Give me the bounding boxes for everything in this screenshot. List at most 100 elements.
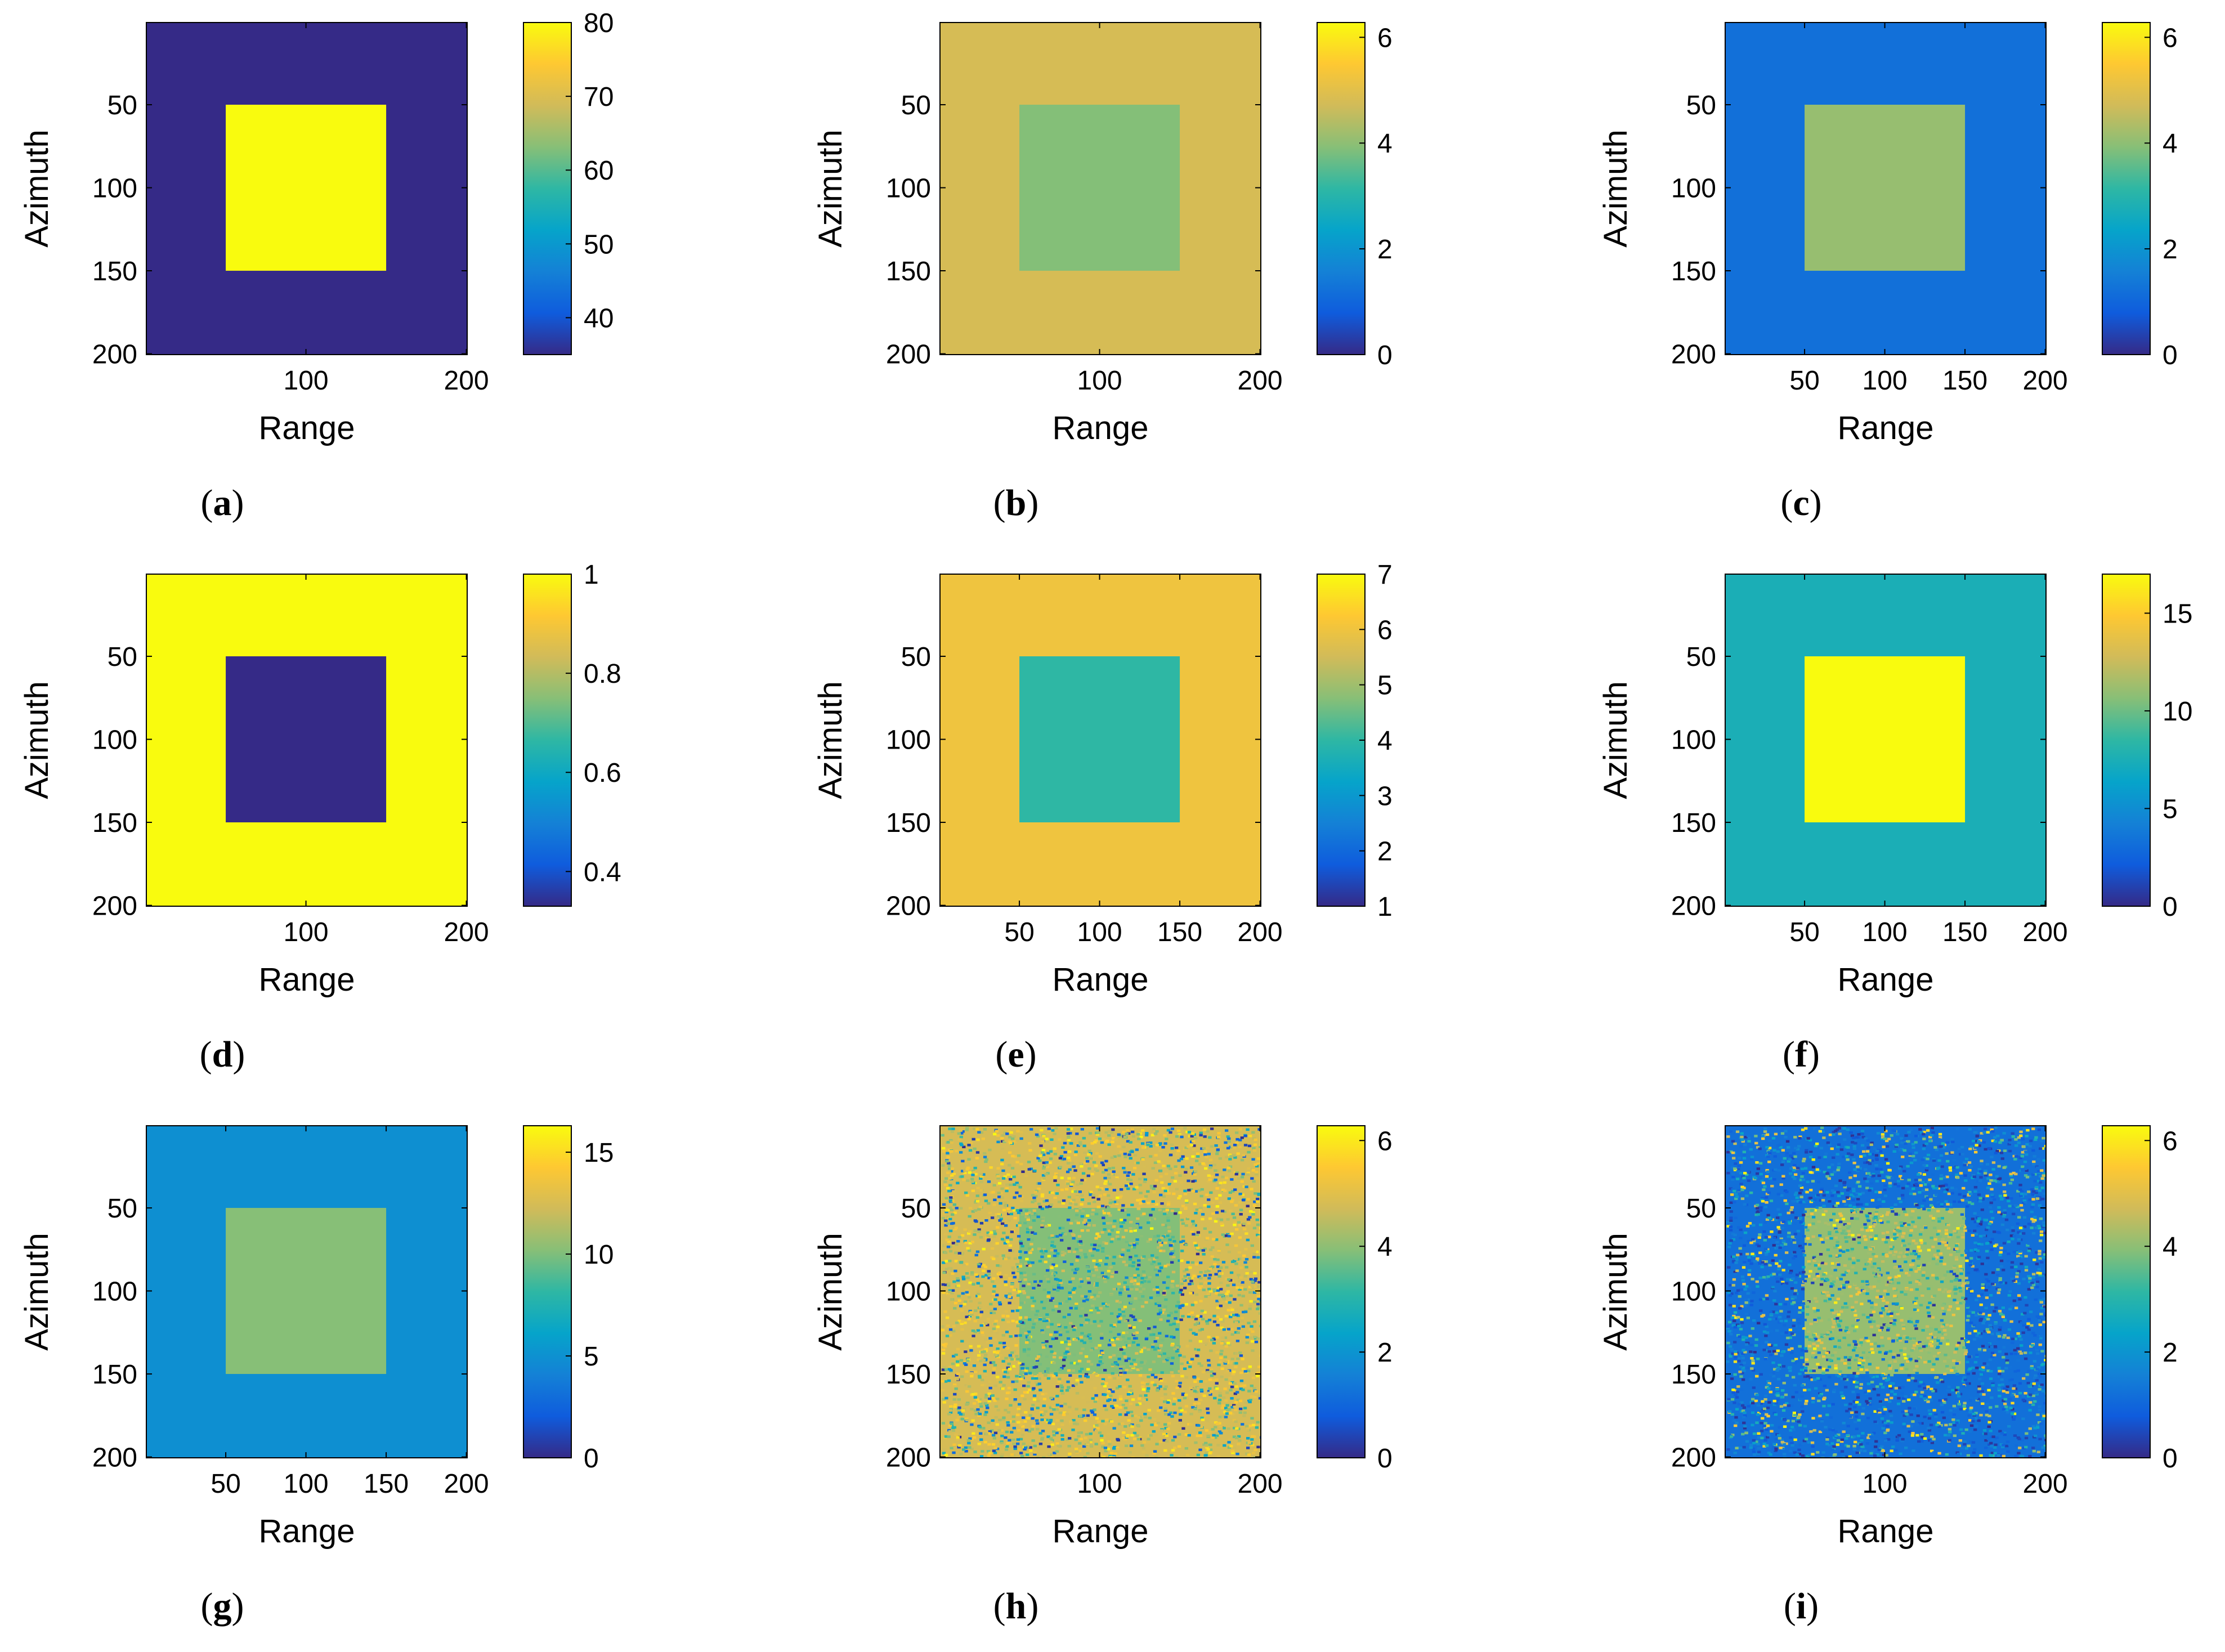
colorbar-tick-label: 10 (584, 1240, 614, 1270)
panel-caption: (f) (1783, 1034, 1820, 1075)
y-tick-label: 200 (92, 1443, 137, 1473)
y-tick-label: 100 (1671, 174, 1716, 204)
x-tick-label: 100 (284, 917, 329, 947)
x-tick-label: 150 (1942, 917, 1987, 947)
plot-frame (939, 1125, 1261, 1458)
y-tick-label: 200 (1671, 1443, 1716, 1473)
y-tick-label: 100 (886, 1277, 931, 1307)
colorbar-tick-label: 0 (2163, 341, 2178, 370)
colorbar-tick-label: 80 (584, 8, 614, 38)
colorbar-tick-label: 50 (584, 230, 614, 259)
y-tick-label: 100 (1671, 1277, 1716, 1307)
panel-caption: (b) (993, 482, 1039, 523)
x-axis-label: Range (259, 410, 355, 446)
x-axis-label: Range (1838, 410, 1934, 446)
x-tick-label: 100 (1077, 1469, 1122, 1499)
panel-i: 100 200 50 100 150 200 Range Azimuth 0 2 4 6 (i) (1597, 1125, 2178, 1627)
plot-frame (939, 22, 1261, 355)
colorbar (523, 1126, 571, 1458)
y-tick-label: 150 (1671, 808, 1716, 838)
colorbar-tick-label: 0 (2163, 1444, 2178, 1474)
target-square (226, 1208, 387, 1375)
x-tick-label: 100 (1863, 366, 1908, 396)
x-axis-label: Range (1838, 961, 1934, 998)
colorbar-tick-label: 2 (2163, 1338, 2178, 1368)
colorbar-tick-label: 15 (2163, 599, 2192, 629)
colorbar-tick-label: 2 (2163, 235, 2178, 265)
x-tick-label: 50 (211, 1469, 240, 1499)
colorbar-tick-label: 5 (2163, 794, 2178, 824)
plot-frame (146, 22, 468, 355)
colorbar-tick-label: 5 (584, 1342, 599, 1372)
heatmap-image (940, 574, 1261, 906)
colorbar (523, 574, 571, 906)
x-tick-label: 50 (1789, 917, 1819, 947)
heatmap-image (146, 23, 467, 355)
x-tick-label: 100 (1077, 917, 1122, 947)
colorbar-tick-label: 2 (1377, 235, 1393, 265)
colorbar-tick-label: 6 (1377, 23, 1393, 53)
colorbar-tick-label: 60 (584, 156, 614, 186)
panel-caption: (c) (1780, 482, 1821, 523)
y-tick-label: 150 (886, 257, 931, 286)
x-tick-label: 200 (444, 366, 489, 396)
x-tick-label: 200 (2023, 1469, 2068, 1499)
panel-caption: (g) (201, 1586, 244, 1627)
x-tick-label: 100 (1863, 917, 1908, 947)
colorbar (523, 23, 571, 355)
y-tick-label: 200 (92, 340, 137, 370)
y-tick-label: 50 (108, 1194, 137, 1224)
colorbar-tick-label: 1 (584, 560, 599, 590)
y-axis-label: Azimuth (812, 681, 849, 799)
x-tick-label: 200 (444, 917, 489, 947)
y-tick-label: 200 (1671, 340, 1716, 370)
heatmap-image (146, 1126, 467, 1458)
colorbar-tick-label: 4 (2163, 1232, 2178, 1262)
colorbar-tick-label: 40 (584, 303, 614, 333)
colorbar-frame (523, 574, 572, 907)
x-tick-label: 100 (284, 366, 329, 396)
x-tick-label: 200 (2023, 366, 2068, 396)
y-tick-label: 50 (901, 642, 931, 672)
x-tick-label: 200 (2023, 917, 2068, 947)
heatmap-image (1725, 23, 2046, 355)
colorbar-tick-label: 0.8 (584, 659, 621, 689)
target-square (226, 656, 387, 823)
y-tick-label: 150 (92, 808, 137, 838)
y-tick-label: 50 (1686, 91, 1716, 120)
colorbar-tick-label: 4 (2163, 129, 2178, 159)
colorbar (1317, 23, 1365, 355)
y-axis-label: Azimuth (1597, 681, 1634, 799)
panel-e: 50 100 150 200 50 100 150 200 Range Azimuth 1 2 3 4 5 6… (812, 560, 1393, 1075)
y-tick-label: 150 (1671, 257, 1716, 286)
panel-g: 50 100 150 200 50 100 150 200 Range Azimuth 0 5 10 15… (19, 1125, 614, 1627)
colorbar-tick-label: 4 (1377, 129, 1393, 159)
colorbar-tick-label: 0.4 (584, 857, 621, 887)
y-tick-label: 150 (1671, 1360, 1716, 1390)
colorbar (1317, 574, 1365, 906)
x-axis-label: Range (1053, 1513, 1149, 1550)
y-axis-label: Azimuth (19, 129, 55, 248)
colorbar-tick-label: 3 (1377, 781, 1393, 811)
y-tick-label: 200 (886, 340, 931, 370)
x-tick-label: 150 (364, 1469, 409, 1499)
target-square (1019, 656, 1180, 823)
y-axis-label: Azimuth (19, 681, 55, 799)
colorbar (2102, 574, 2150, 906)
colorbar-frame (1317, 22, 1366, 355)
y-tick-label: 50 (1686, 642, 1716, 672)
panel-caption: (d) (200, 1034, 245, 1075)
panel-h: 100 200 50 100 150 200 Range Azimuth 0 2 4 6 (h) (812, 1125, 1393, 1627)
colorbar-tick-label: 4 (1377, 726, 1393, 756)
colorbar-frame (1317, 1125, 1366, 1458)
colorbar-frame (2102, 1125, 2151, 1458)
panel-caption: (a) (201, 482, 244, 523)
y-tick-label: 50 (901, 91, 931, 120)
heatmap-image (1725, 1126, 2046, 1458)
y-tick-label: 50 (901, 1194, 931, 1224)
colorbar-tick-label: 15 (584, 1138, 614, 1168)
colorbar-tick-label: 7 (1377, 560, 1393, 590)
panel-b: 100 200 50 100 150 200 Range Azimuth 0 2 4 6 (b) (812, 22, 1393, 523)
colorbar-frame (523, 1125, 572, 1458)
